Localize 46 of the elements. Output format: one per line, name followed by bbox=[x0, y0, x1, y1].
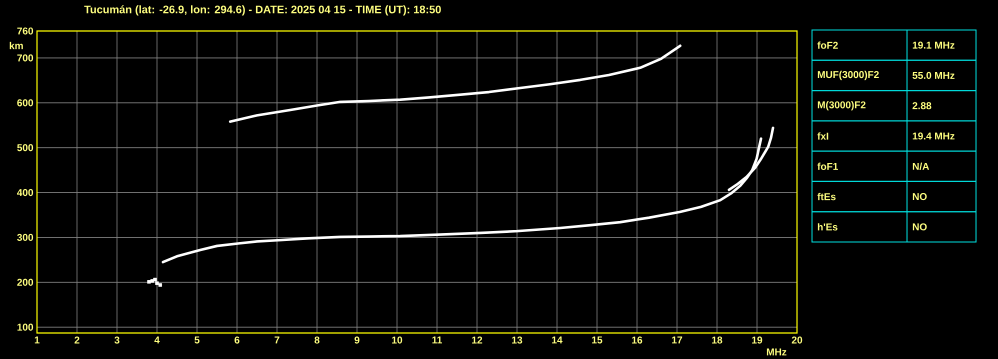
x-tick-label: 9 bbox=[354, 336, 360, 344]
y-tick-label: 600 bbox=[17, 99, 34, 106]
category-label: ftEs bbox=[817, 192, 836, 200]
line-series bbox=[228, 44, 682, 123]
x-tick-label: 5 bbox=[194, 336, 200, 344]
x-tick-label: 17 bbox=[672, 336, 682, 344]
category-label: M(3000)F2 bbox=[818, 101, 866, 110]
category-label: MUF(3000)F2 bbox=[818, 70, 879, 80]
y-tick-label: 700 bbox=[17, 54, 34, 62]
x-tick-label: 8 bbox=[314, 336, 320, 344]
category-label: h'Es bbox=[818, 223, 838, 231]
x-tick-label: 14 bbox=[552, 336, 562, 344]
y-axis-title: km bbox=[10, 42, 23, 50]
x-tick-label: 3 bbox=[114, 336, 120, 344]
x-tick-label: 20 bbox=[792, 336, 802, 344]
y-tick-label: 200 bbox=[17, 278, 34, 286]
y-tick-label: 400 bbox=[17, 189, 34, 196]
x-tick-label: 19 bbox=[752, 336, 762, 344]
text: N/A bbox=[912, 162, 930, 170]
category-label: foF1 bbox=[817, 162, 838, 170]
text: NO bbox=[912, 193, 927, 200]
x-tick-label: 12 bbox=[472, 336, 482, 344]
text: 2.88 bbox=[912, 102, 932, 110]
x-tick-label: 2 bbox=[74, 336, 80, 344]
x-tick-label: 4 bbox=[154, 336, 160, 344]
x-tick-label: 7 bbox=[274, 336, 280, 344]
y-tick-label: 760 bbox=[17, 27, 34, 35]
text: 19.4 MHz bbox=[912, 132, 954, 140]
category-label: fxI bbox=[817, 132, 828, 140]
category-label: foF2 bbox=[817, 41, 838, 49]
y-tick-label: 300 bbox=[17, 234, 34, 241]
text: 55.0 MHz bbox=[912, 72, 954, 79]
x-tick-label: 6 bbox=[234, 336, 240, 344]
x-tick-label: 11 bbox=[432, 336, 442, 344]
x-tick-label: 15 bbox=[592, 336, 602, 344]
y-tick-label: 500 bbox=[17, 144, 34, 152]
text: 19.1 MHz bbox=[912, 42, 954, 49]
x-tick-label: 10 bbox=[392, 336, 402, 344]
x-tick-label: 1 bbox=[34, 336, 40, 344]
text: NO bbox=[912, 223, 927, 230]
x-axis-title: MHz bbox=[766, 348, 786, 356]
chart-title: Tucumán (lat: -26.9, lon: 294.6) - DATE: 2025 04 15 - TIME (UT): 18:50 bbox=[84, 5, 441, 16]
x-tick-label: 16 bbox=[632, 336, 642, 344]
y-tick-label: 100 bbox=[17, 324, 34, 331]
x-tick-label: 18 bbox=[712, 336, 722, 344]
x-tick-label: 13 bbox=[512, 336, 522, 344]
